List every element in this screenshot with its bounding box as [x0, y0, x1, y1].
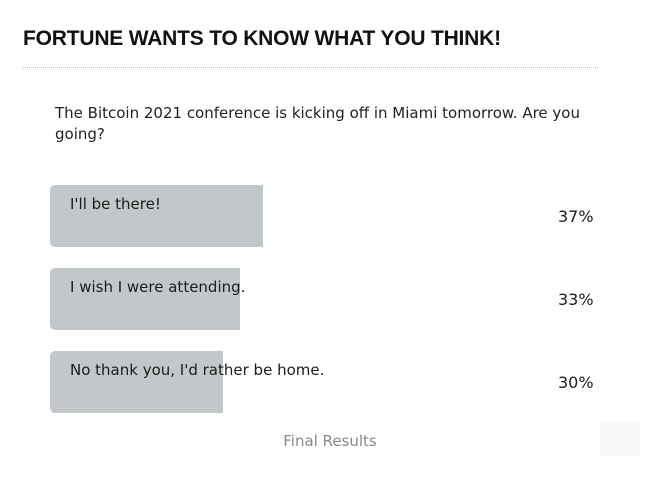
- title-divider: [23, 67, 598, 68]
- option-label: No thank you, I'd rather be home.: [70, 361, 325, 379]
- option-label: I'll be there!: [70, 195, 161, 213]
- option-percentage: 30%: [558, 373, 594, 392]
- result-bar: [50, 268, 240, 330]
- poll-question: The Bitcoin 2021 conference is kicking o…: [55, 104, 580, 143]
- poll-option-2[interactable]: I wish I were attending. 33%: [50, 268, 610, 330]
- poll-option-1[interactable]: I'll be there! 37%: [50, 185, 610, 247]
- option-label: I wish I were attending.: [70, 278, 246, 296]
- option-percentage: 33%: [558, 290, 594, 309]
- result-bar: [50, 185, 263, 247]
- final-results-label: Final Results: [283, 432, 377, 450]
- scroll-to-top-button[interactable]: [600, 422, 640, 456]
- option-percentage: 37%: [558, 207, 594, 226]
- poll-option-3[interactable]: No thank you, I'd rather be home. 30%: [50, 351, 610, 413]
- poll-title: FORTUNE WANTS TO KNOW WHAT YOU THINK!: [23, 27, 501, 50]
- result-bar: [50, 351, 223, 413]
